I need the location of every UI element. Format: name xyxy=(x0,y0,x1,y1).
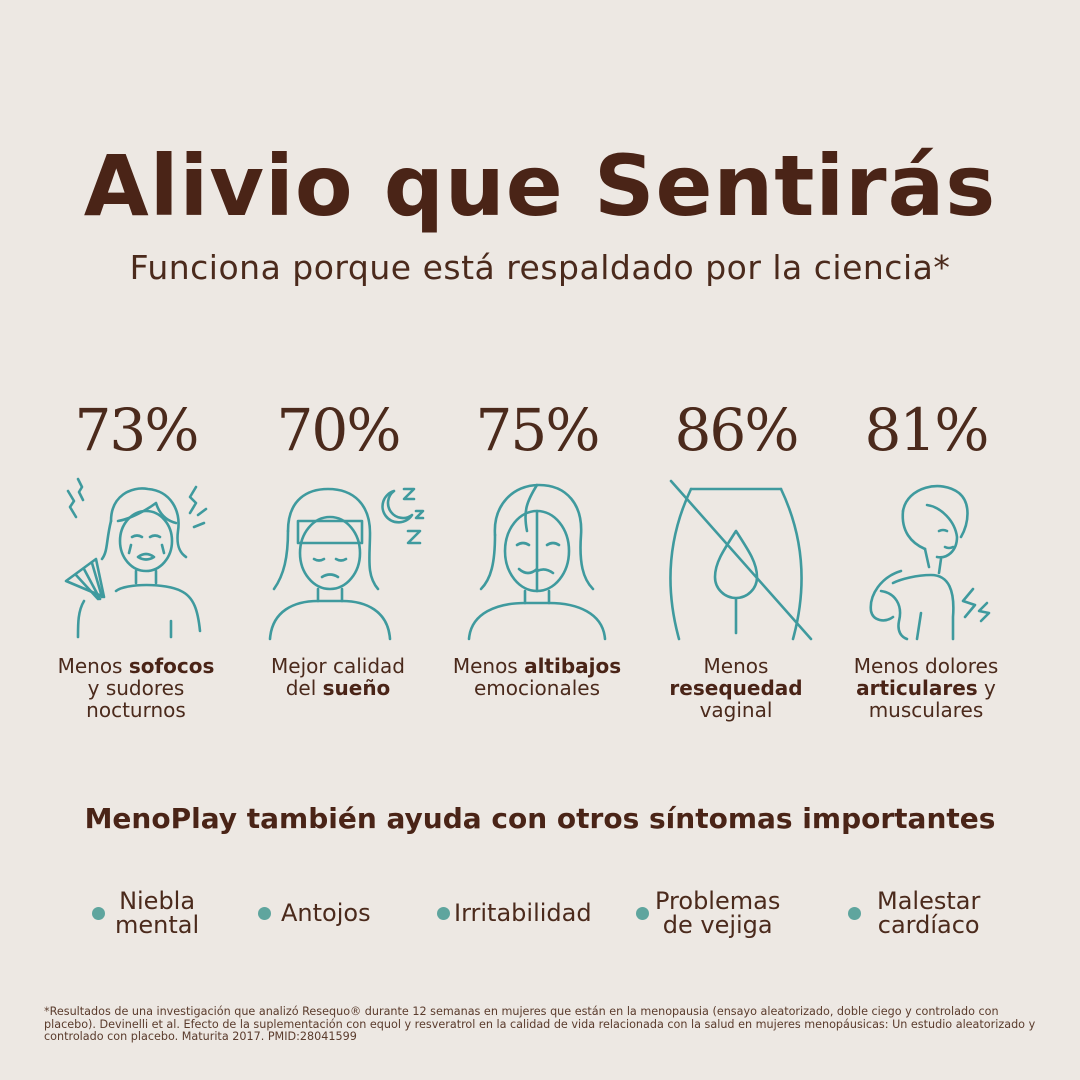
stat-mood: 75% Menos altibajos emocionales xyxy=(437,395,637,700)
mood-swings-icon xyxy=(467,483,607,641)
symptom-label: Antojos xyxy=(281,899,371,927)
joint-pain-icon xyxy=(869,484,991,641)
symptom-item: Irritabilidad xyxy=(437,888,592,938)
stat-description: Menos altibajos emocionales xyxy=(452,654,622,700)
stat-description: Menos sofocos y sudores nocturnos xyxy=(57,654,215,722)
sleep-icon xyxy=(268,487,425,641)
page-title: Alivio que Sentirás xyxy=(83,137,997,235)
stat-dryness: 86% Menos resequedad vaginal xyxy=(636,395,836,722)
symptom-label: Problemas de vejiga xyxy=(655,887,781,939)
stat-description: Menos resequedad vaginal xyxy=(669,654,803,722)
stat-percent: 81% xyxy=(864,396,990,464)
bullet-dot-icon xyxy=(848,906,861,920)
bullet-dot-icon xyxy=(636,906,649,920)
bullet-dot-icon xyxy=(92,906,105,920)
hot-flash-fan-icon xyxy=(64,477,208,639)
stat-percent: 70% xyxy=(276,396,402,464)
symptom-label: Irritabilidad xyxy=(454,899,592,927)
symptom-item: Niebla mental xyxy=(92,888,199,938)
bullet-dot-icon xyxy=(437,906,450,920)
section-title: MenoPlay también ayuda con otros síntoma… xyxy=(84,802,996,835)
symptom-item: Malestar cardíaco xyxy=(848,888,980,938)
symptom-label: Malestar cardíaco xyxy=(877,887,981,939)
page-subtitle: Funciona porque está respaldado por la c… xyxy=(129,248,951,287)
stat-joints: 81% Menos dolores articulares y muscular… xyxy=(826,395,1026,721)
bullet-dot-icon xyxy=(258,906,271,920)
stat-description: Mejor calidad del sueño xyxy=(271,654,405,700)
stat-percent: 86% xyxy=(674,396,800,464)
no-dryness-icon xyxy=(669,479,813,641)
stat-hot-flashes: 73% Menos sofocos y sudores nocturnos xyxy=(36,395,236,722)
symptom-item: Antojos xyxy=(258,888,371,938)
symptom-item: Problemas de vejiga xyxy=(636,888,780,938)
stat-percent: 73% xyxy=(74,396,200,464)
stat-sleep: 70% Mejor calidad del sueño xyxy=(238,395,438,699)
stat-percent: 75% xyxy=(475,396,601,464)
symptom-label: Niebla mental xyxy=(115,887,200,939)
stat-description: Menos dolores articulares y musculares xyxy=(853,654,999,722)
footnote: *Resultados de una investigación que ana… xyxy=(44,1005,1036,1043)
